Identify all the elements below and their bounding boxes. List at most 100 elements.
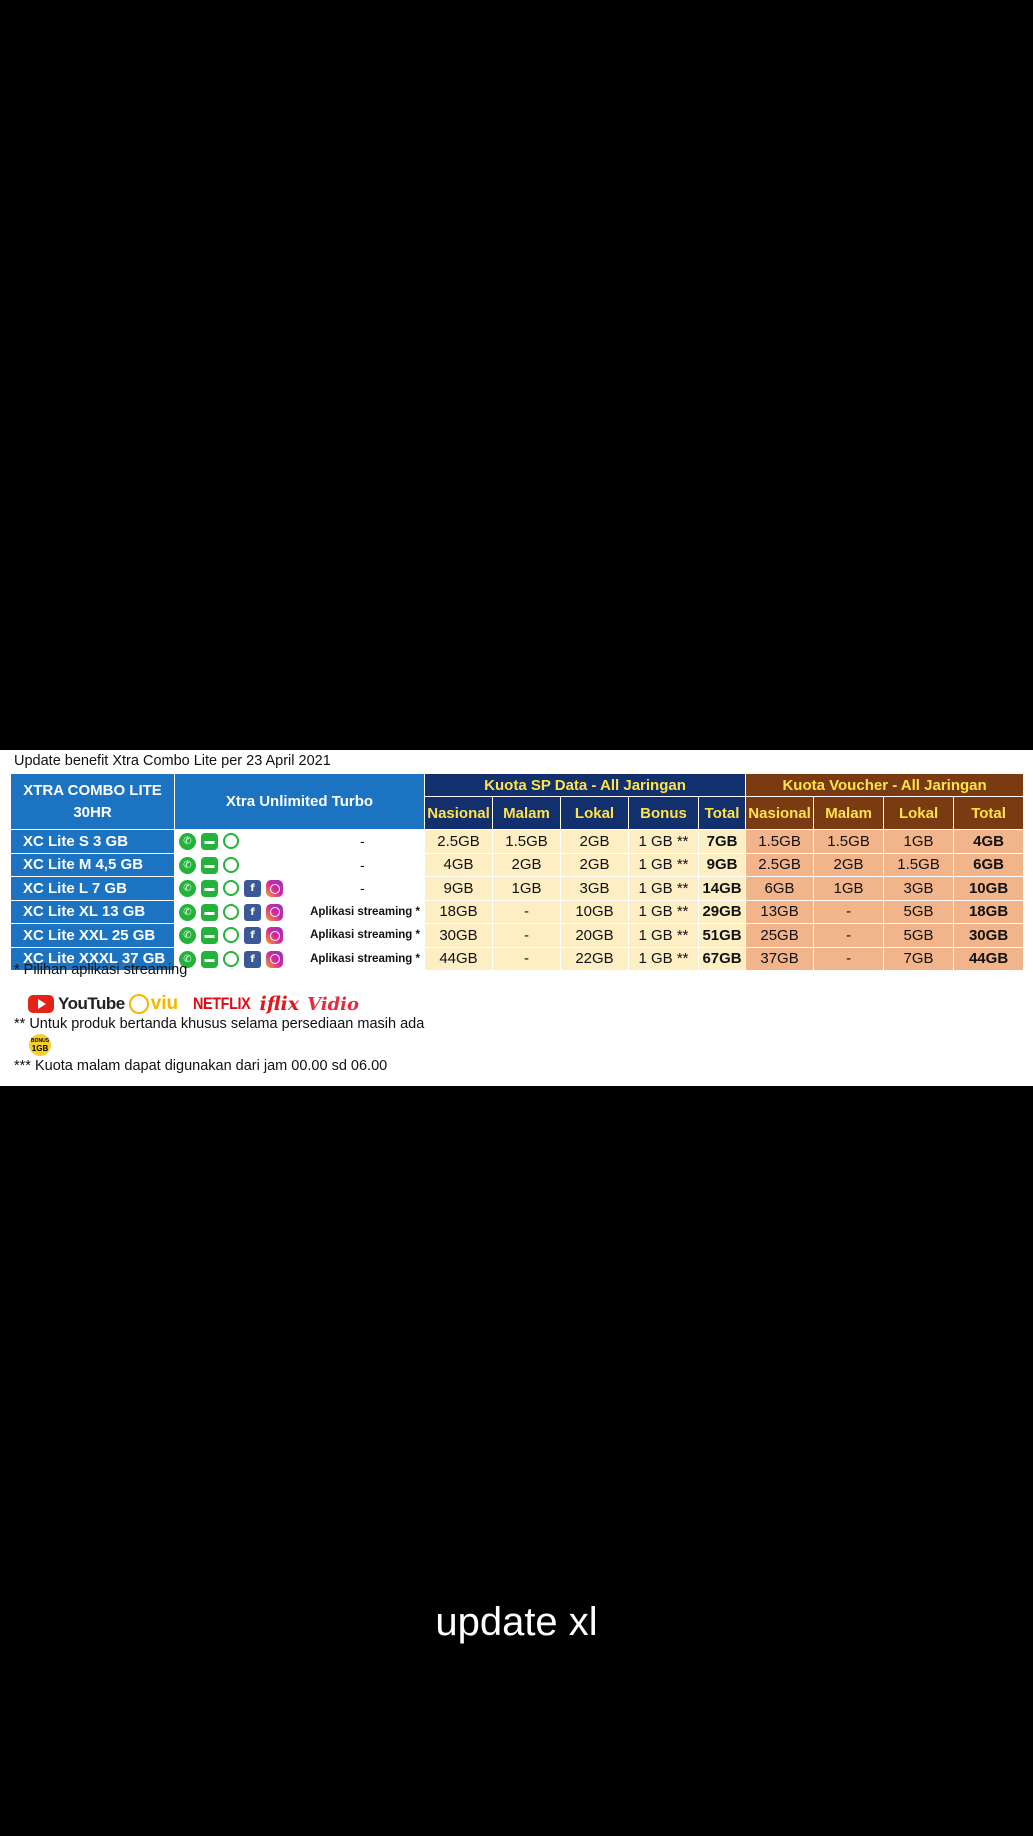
sp-total-cell: 51GB xyxy=(697,923,747,948)
sp-quota-cell: 1GB xyxy=(492,876,561,901)
unlimited-apps-cell: ✆ ▬ f Aplikasi streaming * xyxy=(174,946,425,971)
benefit-table: XTRA COMBO LITE 30HR Xtra Unlimited Turb… xyxy=(10,773,1025,971)
sp-quota-cell: 10GB xyxy=(560,899,629,924)
table-row: XC Lite S 3 GB ✆ ▬ -2.5GB 1.5GB 2GB 1 GB ** 7GB… xyxy=(10,829,1025,854)
product-col-header: XTRA COMBO LITE 30HR xyxy=(10,773,175,830)
sp-quota-cell: 18GB xyxy=(424,899,493,924)
sp-quota-cell: 1 GB ** xyxy=(628,852,699,877)
voucher-quota-cell: 2.5GB xyxy=(745,852,815,877)
streaming-label: Aplikasi streaming * xyxy=(310,952,420,965)
benefit-panel: Update benefit Xtra Combo Lite per 23 Ap… xyxy=(0,750,1033,1086)
line-icon: ▬ xyxy=(201,833,218,851)
voucher-quota-cell: 5GB xyxy=(883,899,955,924)
sp-quota-cell: 1 GB ** xyxy=(628,876,699,901)
voucher-quota-cell: 5GB xyxy=(883,923,955,948)
viu-icon xyxy=(128,994,149,1014)
table-row: XC Lite XXXL 37 GB ✆ ▬ f Aplikasi streaming … xyxy=(10,946,1025,971)
no-streaming-dash: - xyxy=(360,856,365,873)
line-icon: ▬ xyxy=(201,880,218,898)
sp-total-cell: 14GB xyxy=(697,876,747,901)
whatsapp-icon: ✆ xyxy=(179,856,196,874)
viu-logo: viu xyxy=(128,993,178,1015)
table-row: XC Lite XXL 25 GB ✆ ▬ f Aplikasi streaming *… xyxy=(10,923,1025,948)
unlimited-col-header: Xtra Unlimited Turbo xyxy=(174,773,425,830)
voucher-quota-cell: 6GB xyxy=(745,876,815,901)
sp-quota-cell: 20GB xyxy=(560,923,629,948)
unlimited-apps-cell: ✆ ▬ f - xyxy=(174,876,425,901)
instagram-icon xyxy=(266,927,283,945)
sp-quota-cell: 1 GB ** xyxy=(628,899,699,924)
unlimited-apps-cell: ✆ ▬ - xyxy=(174,829,425,854)
sp-total-cell: 29GB xyxy=(697,899,747,924)
voucher-quota-cell: 1GB xyxy=(813,876,885,901)
whatsapp-icon: ✆ xyxy=(179,950,196,968)
sp-col-header: Malam xyxy=(492,796,561,830)
sp-quota-cell: - xyxy=(492,946,561,971)
streaming-label: Aplikasi streaming * xyxy=(310,905,420,918)
voucher-quota-cell: 3GB xyxy=(883,876,955,901)
sp-quota-cell: 1 GB ** xyxy=(628,946,699,971)
facebook-icon: f xyxy=(244,950,261,968)
voucher-quota-cell: 25GB xyxy=(745,923,815,948)
sp-total-cell: 67GB xyxy=(697,946,747,971)
sp-quota-cell: 3GB xyxy=(560,876,629,901)
voucher-col-header: Malam xyxy=(813,796,885,830)
voucher-col-header: Total xyxy=(953,796,1025,830)
line-icon: ▬ xyxy=(201,903,218,921)
product-name: XC Lite M 4,5 GB xyxy=(10,852,175,877)
voucher-total-cell: 44GB xyxy=(953,946,1025,971)
product-name: XC Lite XXL 25 GB xyxy=(10,923,175,948)
streaming-logos: YouTube viu NETFLIX iflix Vidio xyxy=(28,993,359,1015)
sp-total-cell: 7GB xyxy=(697,829,747,854)
instagram-icon xyxy=(266,880,283,898)
sp-quota-cell: 4GB xyxy=(424,852,493,877)
line-icon: ▬ xyxy=(201,950,218,968)
table-row: XC Lite M 4,5 GB ✆ ▬ -4GB 2GB 2GB 1 GB ** 9GB 2.… xyxy=(10,852,1025,877)
sp-quota-cell: - xyxy=(492,899,561,924)
sp-col-header: Lokal xyxy=(560,796,629,830)
note-special: ** Untuk produk bertanda khusus selama p… xyxy=(14,1016,425,1032)
voucher-quota-cell: 1.5GB xyxy=(745,829,815,854)
table-row: XC Lite XL 13 GB ✆ ▬ f Aplikasi streaming * 1… xyxy=(10,899,1025,924)
whatsapp-icon: ✆ xyxy=(179,903,196,921)
video-caption: update xl xyxy=(435,1600,598,1644)
iflix-logo: iflix xyxy=(259,993,300,1015)
wechat-icon xyxy=(223,856,239,873)
no-streaming-dash: - xyxy=(360,880,365,897)
sp-quota-cell: - xyxy=(492,923,561,948)
netflix-logo: NETFLIX xyxy=(193,994,251,1013)
product-name: XC Lite S 3 GB xyxy=(10,829,175,854)
unlimited-apps-cell: ✆ ▬ - xyxy=(174,852,425,877)
sp-quota-cell: 22GB xyxy=(560,946,629,971)
voucher-quota-cell: 1.5GB xyxy=(883,852,955,877)
line-icon: ▬ xyxy=(201,856,218,874)
sp-quota-cell: 30GB xyxy=(424,923,493,948)
note-night: *** Kuota malam dapat digunakan dari jam… xyxy=(14,1058,388,1074)
whatsapp-icon: ✆ xyxy=(179,833,196,851)
panel-title: Update benefit Xtra Combo Lite per 23 Ap… xyxy=(14,753,331,769)
unlimited-apps-cell: ✆ ▬ f Aplikasi streaming * xyxy=(174,899,425,924)
wechat-icon xyxy=(223,950,239,967)
wechat-icon xyxy=(223,903,239,920)
voucher-total-cell: 18GB xyxy=(953,899,1025,924)
sp-quota-cell: 2.5GB xyxy=(424,829,493,854)
voucher-col-header: Nasional xyxy=(745,796,815,830)
youtube-logo: YouTube xyxy=(58,994,125,1013)
voucher-group-header: Kuota Voucher - All Jaringan xyxy=(745,773,1025,797)
voucher-quota-cell: 1GB xyxy=(883,829,955,854)
note-streaming: * Pilihan aplikasi streaming xyxy=(14,962,188,978)
streaming-label: Aplikasi streaming * xyxy=(310,929,420,942)
whatsapp-icon: ✆ xyxy=(179,880,196,898)
facebook-icon: f xyxy=(244,903,261,921)
voucher-total-cell: 10GB xyxy=(953,876,1025,901)
product-name: XC Lite XXXL 37 GB xyxy=(10,946,175,971)
bonus-badge-icon: BONUS 1GB xyxy=(29,1034,51,1056)
whatsapp-icon: ✆ xyxy=(179,927,196,945)
table-row: XC Lite L 7 GB ✆ ▬ f -9GB 1GB 3GB 1 GB ** 14GB 6G… xyxy=(10,876,1025,901)
no-streaming-dash: - xyxy=(360,833,365,850)
sp-quota-cell: 1.5GB xyxy=(492,829,561,854)
instagram-icon xyxy=(266,903,283,921)
facebook-icon: f xyxy=(244,927,261,945)
voucher-quota-cell: 37GB xyxy=(745,946,815,971)
vidio-logo: Vidio xyxy=(307,993,359,1015)
